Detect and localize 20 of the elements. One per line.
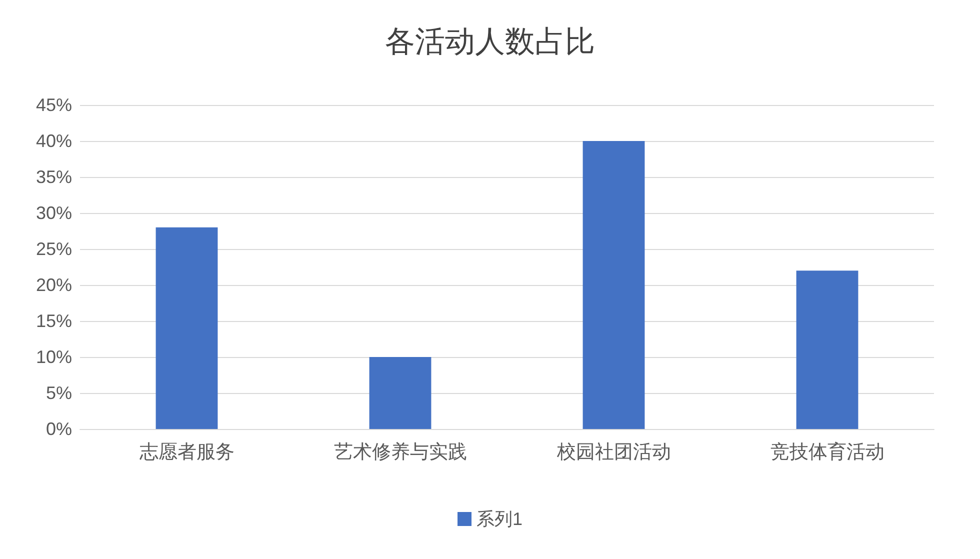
y-tick-label: 35% <box>36 167 72 187</box>
y-tick-label: 40% <box>36 131 72 151</box>
y-tick-label: 5% <box>46 383 72 403</box>
y-tick-label: 45% <box>36 95 72 115</box>
x-tick-label: 艺术修养与实践 <box>334 441 467 463</box>
x-tick-label: 志愿者服务 <box>139 442 234 463</box>
y-tick-label: 25% <box>36 239 72 259</box>
bar <box>582 141 645 429</box>
bar <box>156 227 218 429</box>
x-tick-label: 竞技体育活动 <box>770 441 884 463</box>
y-tick-label: 30% <box>36 203 72 223</box>
y-tick-label: 0% <box>46 419 72 439</box>
x-tick-label: 校园社团活动 <box>556 442 671 463</box>
legend-label: 系列1 <box>476 509 523 529</box>
bar <box>369 357 432 429</box>
bar <box>796 270 858 429</box>
chart-title: 各活动人数占比 <box>385 26 595 58</box>
y-tick-label: 15% <box>36 311 72 331</box>
y-tick-label: 20% <box>36 275 72 295</box>
y-tick-label: 10% <box>36 347 72 367</box>
